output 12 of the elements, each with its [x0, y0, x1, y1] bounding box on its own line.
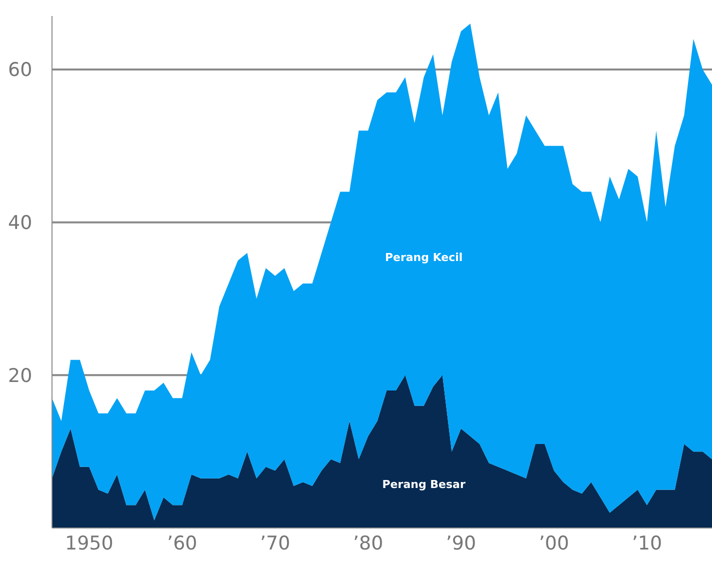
series-label: Perang Besar: [381, 478, 466, 492]
x-tick-label: ’60: [167, 532, 198, 554]
y-tick-label: 20: [8, 364, 32, 387]
x-tick-label: 1950: [65, 532, 114, 554]
y-tick-label: 40: [8, 212, 32, 234]
y-tick-label: 60: [8, 59, 32, 82]
series-label: Perang Kecil: [384, 250, 464, 264]
x-tick-label: ’10: [632, 532, 662, 554]
x-tick-label: ’90: [446, 532, 476, 554]
x-tick-label: ’80: [352, 532, 384, 554]
x-tick-label: ’70: [260, 532, 290, 554]
x-tick-label: ’00: [538, 532, 570, 554]
